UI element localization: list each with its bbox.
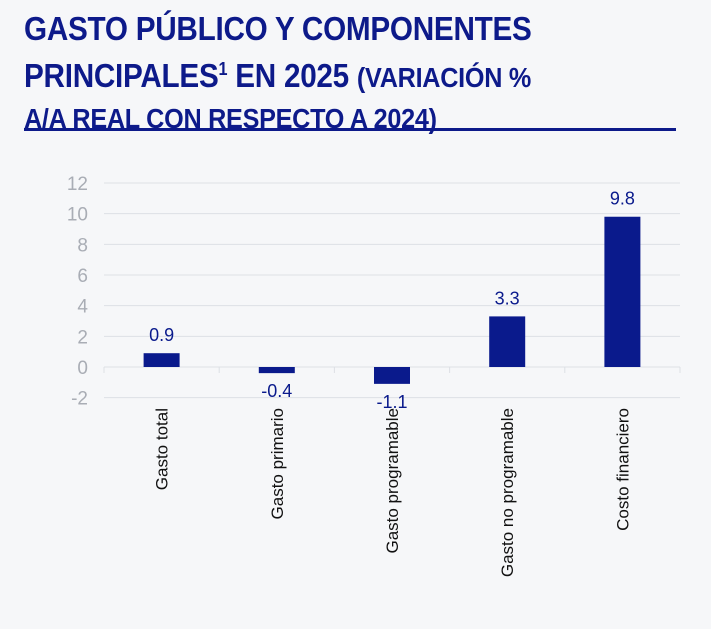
chart-title: GASTO PÚBLICO Y COMPONENTES PRINCIPALES1… [24, 8, 684, 139]
x-category-label: Costo financiero [613, 408, 632, 531]
title-principales: PRINCIPALES [24, 57, 219, 94]
bar-3 [489, 316, 526, 367]
y-tick-label: -2 [71, 389, 88, 410]
title-line-1: GASTO PÚBLICO Y COMPONENTES [24, 10, 532, 47]
title-underline [24, 128, 676, 131]
y-tick-label: 8 [77, 235, 88, 256]
y-tick-label: 4 [77, 297, 88, 318]
title-year: EN 2025 [227, 57, 357, 94]
data-label: 3.3 [495, 288, 520, 308]
data-label: 9.8 [610, 189, 635, 209]
x-category-label: Gasto programable [383, 408, 402, 554]
y-tick-label: 12 [67, 174, 88, 195]
title-subtitle-part1: (VARIACIÓN % [356, 62, 532, 93]
footnote-marker: 1 [218, 59, 228, 79]
x-category-label: Gasto no programable [498, 408, 517, 577]
x-category-label: Gasto total [153, 408, 172, 490]
y-tick-label: 0 [77, 358, 88, 379]
title-line-2: PRINCIPALES1 EN 2025 (VARIACIÓN % [24, 49, 618, 98]
bar-0 [143, 353, 180, 367]
data-label: 0.9 [149, 325, 174, 345]
y-tick-label: 10 [67, 205, 88, 226]
bar-1 [258, 367, 295, 374]
y-tick-label: 2 [77, 327, 88, 348]
x-category-label: Gasto primario [268, 408, 287, 519]
bar-2 [374, 367, 410, 384]
data-label: -1.1 [376, 392, 407, 412]
bar-4 [604, 216, 641, 367]
data-label: -0.4 [261, 381, 292, 401]
y-tick-label: 6 [77, 266, 88, 287]
